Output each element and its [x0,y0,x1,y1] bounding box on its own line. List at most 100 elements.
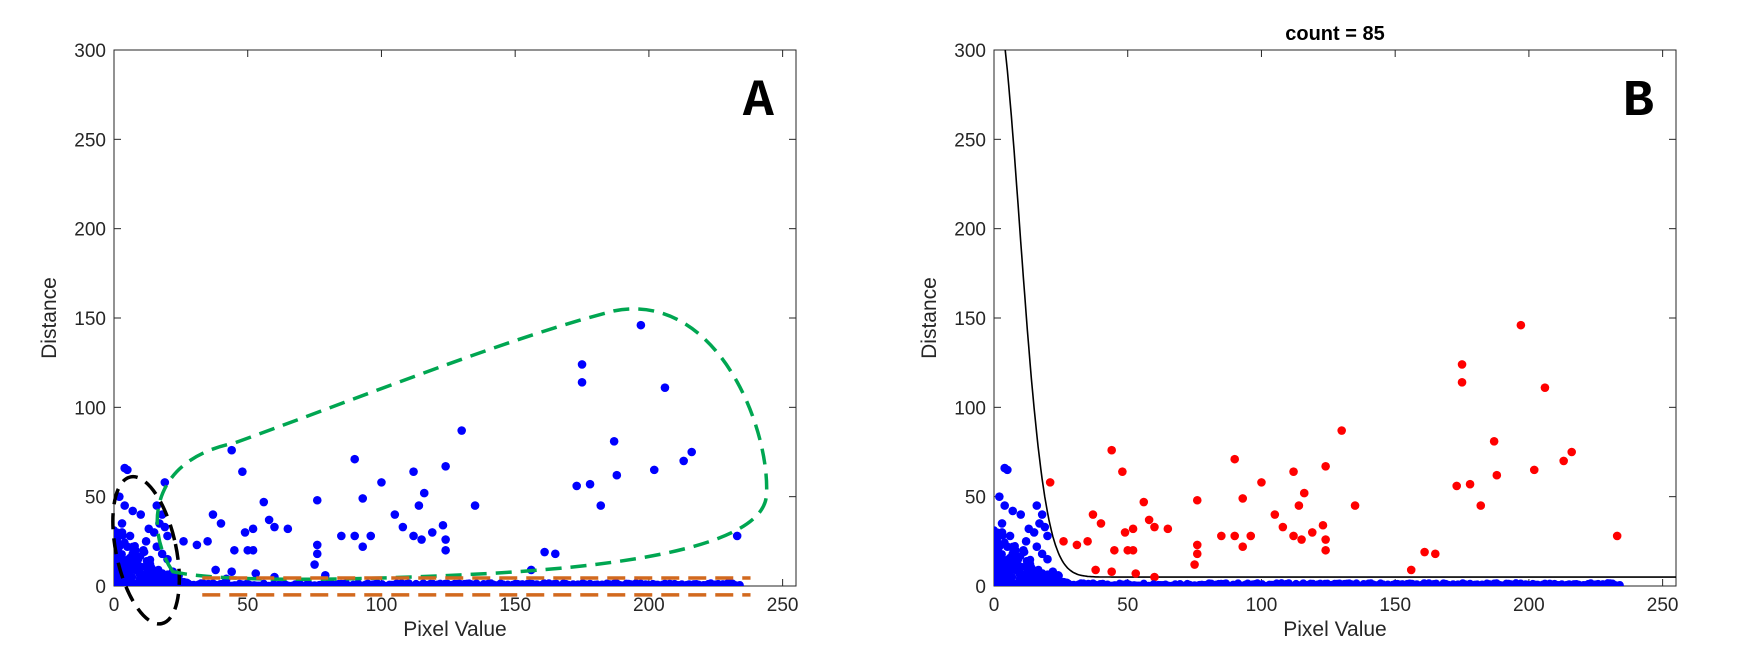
blue-point [147,563,156,573]
blue-point [1021,537,1031,546]
blue-point [1003,465,1012,475]
blue-point [1013,554,1023,564]
red-point [1452,481,1461,491]
red-point [1139,497,1149,507]
cluster-point [1003,577,1012,586]
blue-point [157,549,167,559]
blue-point [997,519,1007,528]
blue-point [139,545,148,555]
panel-a: 0 50 100 150 200 250 0 50 100 150 200 250 300 Pixel V… [38,41,798,641]
blue-point [141,537,151,546]
blue-point [128,549,138,559]
blue-point [358,542,368,551]
red-point [1246,531,1256,541]
threshold-curve [1004,50,1676,578]
red-point [1107,445,1116,455]
red-point [1059,537,1068,546]
blue-point [1032,501,1042,510]
baseline-point [1615,581,1624,586]
panel-letter: B [1623,72,1654,131]
blue-point [1040,522,1050,532]
red-point [1128,545,1138,555]
blue-point [283,524,293,534]
blue-point [208,510,218,519]
blue-point [687,447,696,457]
red-point [1192,495,1202,505]
blue-point [203,537,212,546]
red-point [1489,436,1499,446]
red-point [1299,488,1309,498]
blue-point [128,506,138,516]
red-point [1457,360,1467,369]
panel-b: 0 50 100 150 200 250 0 50 100 150 200 250 300 Pixel V… [918,23,1678,641]
red-point [1192,540,1202,550]
axes-box [993,49,1677,587]
y-tick-label: 100 [954,398,986,419]
red-point [1144,515,1154,525]
y-tick-label: 150 [74,309,106,330]
y-tick-label: 0 [975,577,986,598]
red-point [1150,522,1159,532]
cluster-point [121,567,130,576]
blue-point [270,522,279,532]
blue-point [337,531,346,541]
blue-point [312,549,322,559]
red-point [1270,510,1280,519]
blue-point [216,519,226,528]
blue-point [192,540,202,550]
red-point [1045,478,1055,487]
blue-point [577,360,587,369]
red-point [1163,524,1173,534]
blue-point [1032,542,1042,551]
red-point [1321,461,1330,471]
data-layer [114,320,744,586]
blue-point [409,531,418,541]
red-point [1465,479,1475,489]
red-point [1289,531,1298,541]
blue-point [123,465,132,475]
blue-point [259,497,269,507]
blue-point [1053,570,1063,580]
blue-point [470,501,480,510]
red-point [1096,519,1106,528]
y-tick-label: 250 [74,130,106,151]
blue-point [390,510,400,519]
red-point [1278,522,1288,532]
blue-point [366,531,376,541]
x-tick-label: 150 [499,595,531,616]
x-tick-label: 250 [767,595,799,616]
red-point [1457,378,1467,387]
blue-point [227,567,236,577]
blue-point [577,378,587,387]
cluster-point [1054,581,1063,586]
x-tick-label: 0 [989,595,1000,616]
red-point [1190,560,1199,569]
blue-point [160,522,170,532]
blue-point [679,456,688,466]
blue-point [572,481,581,491]
y-tick-label: 100 [74,398,106,419]
blue-point [550,549,560,559]
red-point [1128,524,1138,534]
y-tick-label: 0 [95,577,106,598]
red-point [1150,572,1159,582]
blue-point [596,501,606,510]
blue-point [160,478,170,487]
blue-point [1037,549,1047,559]
blue-point [136,510,146,519]
red-point [1192,549,1202,559]
y-tick-label: 200 [954,220,986,241]
cluster-point [155,569,164,578]
blue-point [350,454,360,464]
blue-point [398,522,408,532]
x-tick-label: 50 [237,595,258,616]
x-axis-label: Pixel Value [1283,618,1387,641]
red-point [1238,494,1248,503]
red-point [1350,501,1360,510]
red-point [1257,478,1266,487]
blue-point [409,467,418,476]
blue-point [230,545,239,555]
blue-point [1043,554,1052,564]
cluster-point [180,578,189,586]
